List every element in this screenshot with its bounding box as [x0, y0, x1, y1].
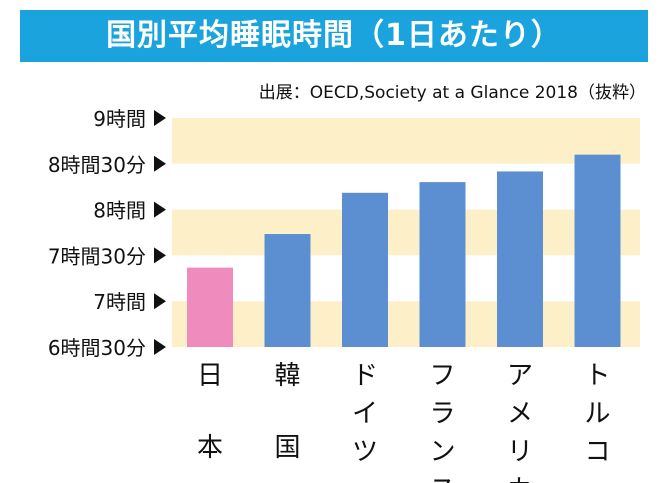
y-axis: 9時間 8時間30分 8時間 7時間30分 7時間 6時間30分: [48, 107, 166, 360]
grid-band: [172, 209, 640, 256]
x-tick-label: フランス: [429, 361, 455, 483]
bar: [419, 182, 466, 347]
bar: [497, 171, 543, 347]
y-tick-label: 7時間30分: [48, 244, 146, 268]
grid-band: [172, 255, 640, 302]
grid-band: [172, 163, 640, 210]
x-tick-label: アメリカ: [507, 361, 533, 483]
y-tick-marker-icon: [154, 155, 166, 172]
x-tick-label: トルコ: [584, 361, 610, 467]
y-tick-marker-icon: [154, 339, 166, 355]
grid-band: [172, 301, 640, 347]
y-tick-marker-icon: [154, 247, 166, 264]
bar: [342, 192, 388, 347]
x-tick-label: ドイツ: [352, 361, 378, 467]
y-tick-marker-icon: [154, 293, 166, 310]
band-layer: [172, 118, 640, 347]
bar-layer: [187, 154, 621, 347]
x-tick-label: 韓国: [274, 361, 300, 463]
grid-band: [172, 118, 640, 164]
y-tick-marker-icon: [154, 110, 166, 126]
y-tick-label: 6時間30分: [48, 336, 146, 360]
source-note: 出展：OECD,Society at a Glance 2018（抜粋）: [258, 83, 646, 103]
bar: [187, 267, 233, 347]
y-tick-label: 9時間: [93, 107, 146, 131]
y-tick-label: 7時間: [93, 290, 146, 314]
y-tick-label: 8時間: [93, 199, 146, 223]
y-tick-marker-icon: [154, 201, 166, 218]
x-tick-label: 日本: [197, 361, 223, 463]
bar: [574, 154, 621, 347]
chart-title: 国別平均睡眠時間（1日あたり）: [20, 10, 648, 62]
bar: [264, 234, 311, 347]
y-tick-label: 8時間30分: [48, 153, 146, 177]
